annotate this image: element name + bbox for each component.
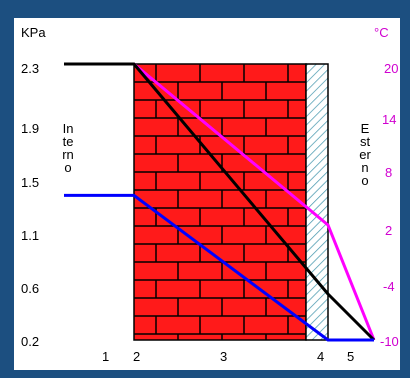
right-tick-label: 14 bbox=[382, 112, 397, 127]
x-tick-label: 1 bbox=[102, 349, 110, 364]
left-tick-label: 0.2 bbox=[21, 334, 40, 349]
right-tick-label: 20 bbox=[384, 61, 399, 76]
x-tick-label: 2 bbox=[133, 349, 141, 364]
left-tick-label: 1.1 bbox=[21, 228, 40, 243]
right-side-label: Esterno bbox=[359, 121, 371, 188]
chart-panel: KPa °C 2.3 1.9 1.5 1.1 0.6 0.2 20 14 8 2… bbox=[14, 18, 400, 370]
x-tick-label: 5 bbox=[347, 349, 355, 364]
left-side-label: Interno bbox=[62, 121, 74, 175]
left-tick-label: 0.6 bbox=[21, 281, 40, 296]
chart-plot bbox=[64, 62, 376, 342]
x-tick-label: 3 bbox=[220, 349, 228, 364]
x-tick-label: 4 bbox=[317, 349, 325, 364]
vapour-pressure-line bbox=[64, 193, 374, 342]
left-tick-label: 1.5 bbox=[21, 175, 40, 190]
right-axis-unit: °C bbox=[374, 25, 389, 40]
insulation-layer bbox=[305, 63, 329, 341]
left-tick-label: 1.9 bbox=[21, 121, 40, 136]
right-tick-label: -4 bbox=[383, 279, 395, 294]
saturation-pressure-line bbox=[64, 62, 376, 342]
right-tick-label: 8 bbox=[385, 165, 393, 180]
right-tick-label: -10 bbox=[380, 334, 399, 349]
left-axis-unit: KPa bbox=[21, 25, 46, 40]
right-tick-label: 2 bbox=[385, 223, 393, 238]
brick-wall bbox=[133, 63, 307, 341]
left-tick-label: 2.3 bbox=[21, 61, 40, 76]
